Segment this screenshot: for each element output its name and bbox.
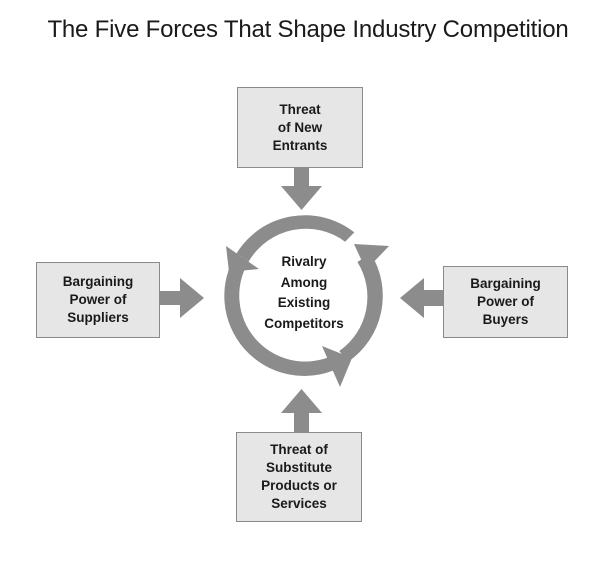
force-line: Power of <box>69 292 127 307</box>
bargaining-power-of-buyers-box: Bargaining Power of Buyers <box>443 266 568 338</box>
rivalry-arrowhead-right <box>354 244 389 270</box>
diagram-title: The Five Forces That Shape Industry Comp… <box>47 16 569 43</box>
force-line: Services <box>271 496 327 511</box>
force-line: Bargaining <box>62 274 134 289</box>
center-line: Competitors <box>264 315 344 331</box>
force-line: Substitute <box>265 460 332 475</box>
rivalry-arc-lower-left <box>224 253 338 376</box>
force-line: Suppliers <box>67 310 129 325</box>
arrow-down-from-entrants <box>281 168 322 210</box>
rivalry-arc-upper-left <box>236 215 355 261</box>
rivalry-arrowhead-lower-left <box>322 346 352 387</box>
force-line: Products or <box>261 478 337 493</box>
force-line: Threat <box>279 101 321 117</box>
center-line: Existing <box>277 295 331 310</box>
threat-of-new-entrants-box: Threat of New Entrants <box>237 87 363 168</box>
arrow-up-from-substitutes <box>281 389 322 432</box>
force-line: Entrants <box>272 137 328 153</box>
force-line: Buyers <box>482 312 529 327</box>
center-line: Among <box>280 274 328 290</box>
force-label: Bargaining Power of Buyers <box>470 275 541 329</box>
rivalry-cycle-ring <box>224 215 389 387</box>
arrow-right-from-suppliers <box>160 278 204 318</box>
force-line: Power of <box>476 294 534 309</box>
arrow-left-from-buyers <box>400 278 443 318</box>
force-label: Bargaining Power of Suppliers <box>63 273 134 327</box>
bargaining-power-of-suppliers-box: Bargaining Power of Suppliers <box>36 262 160 338</box>
rivalry-arc-right <box>339 253 383 362</box>
force-line: Bargaining <box>470 276 541 291</box>
threat-of-substitutes-box: Threat of Substitute Products or Service… <box>236 432 362 522</box>
force-label: Threat of New Entrants <box>273 101 328 155</box>
force-line: Threat of <box>270 442 328 457</box>
force-line: of New <box>277 119 323 135</box>
center-rivalry-label: Rivalry Among Existing Competitors <box>244 252 364 334</box>
center-line: Rivalry <box>281 254 327 269</box>
force-label: Threat of Substitute Products or Service… <box>261 441 337 513</box>
